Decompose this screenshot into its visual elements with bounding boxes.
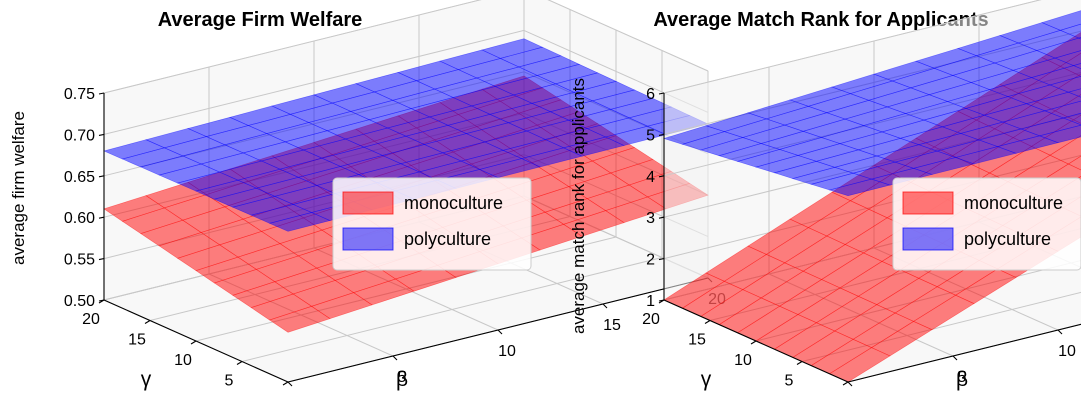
- x-tick-mark: [952, 355, 958, 361]
- legend-label-monoculture: monoculture: [964, 193, 1063, 213]
- z-tick-mark: [98, 258, 105, 261]
- z-tick-label: 0.60: [64, 210, 95, 227]
- z-tick-mark: [658, 133, 665, 136]
- y-tick-mark: [236, 361, 243, 365]
- z-tick-mark: [658, 92, 665, 95]
- z-axis-label: average match rank for applicants: [569, 78, 588, 334]
- y-tick-label: 0: [831, 393, 840, 395]
- surface-patch: [1059, 23, 1081, 39]
- y-tick-label: 5: [785, 373, 794, 390]
- legend-swatch-polyculture: [902, 227, 954, 251]
- y-tick-mark: [190, 340, 197, 345]
- x-tick-mark: [287, 381, 293, 387]
- legend-label-polyculture: polyculture: [404, 229, 491, 249]
- y-tick-mark: [796, 361, 803, 365]
- x-tick-label: 5: [958, 369, 967, 386]
- z-tick-mark: [98, 299, 105, 302]
- legend-label-monoculture: monoculture: [404, 193, 503, 213]
- surface-patch: [1072, 63, 1081, 69]
- y-tick-mark: [282, 381, 289, 386]
- x-tick-label: 10: [1058, 343, 1076, 360]
- wall-grid-z: [103, 29, 525, 135]
- surface-patch: [1038, 124, 1081, 144]
- surface-patch: [1062, 112, 1081, 126]
- axes: [658, 92, 1081, 387]
- z-tick-label: 6: [646, 86, 655, 103]
- surface-patch: [1077, 37, 1081, 40]
- y-tick-label: 15: [688, 332, 706, 349]
- wall-grid-z: [547, 0, 709, 72]
- legend: monoculture polyculture: [332, 177, 532, 271]
- surface-patch: [1067, 155, 1081, 171]
- z-tick-mark: [98, 133, 105, 136]
- chart-title: Average Match Rank for Applicants: [653, 9, 988, 31]
- tick-labels: 05101520051015200.500.550.600.650.700.75: [64, 86, 726, 395]
- y-tick-label: 5: [225, 373, 234, 390]
- z-tick-label: 0.50: [64, 293, 95, 310]
- z-tick-label: 0.75: [64, 86, 95, 103]
- surface-patch: [1067, 88, 1081, 98]
- y-tick-mark: [144, 320, 151, 324]
- wall-grid-z: [663, 0, 1042, 94]
- z-tick-label: 0.65: [64, 169, 95, 186]
- y-tick-label: 10: [734, 352, 752, 369]
- z-tick-label: 0.70: [64, 127, 95, 144]
- z-tick-label: 5: [646, 127, 655, 144]
- axes: [98, 92, 713, 387]
- chart-title: Average Firm Welfare: [158, 9, 363, 31]
- y-tick-label: 10: [174, 352, 192, 369]
- y-tick-label: 20: [642, 311, 660, 328]
- z-tick-mark: [98, 216, 105, 219]
- x-tick-mark: [847, 381, 853, 387]
- y-tick-mark: [704, 320, 711, 324]
- z-tick-label: 3: [646, 210, 655, 227]
- z-tick-label: 0.55: [64, 252, 95, 269]
- y-tick-label: 0: [271, 393, 280, 395]
- floor-grid-y: [241, 257, 663, 362]
- y-tick-mark: [750, 340, 757, 345]
- legend-label-polyculture: polyculture: [964, 229, 1051, 249]
- y-tick-label: 15: [128, 332, 146, 349]
- surface-patch: [1049, 135, 1081, 165]
- x-tick-label: 15: [603, 317, 621, 334]
- surface-patch: [1041, 10, 1081, 31]
- z-tick-mark: [658, 258, 665, 261]
- wall-grid-z: [103, 0, 482, 94]
- z-tick-label: 1: [646, 293, 655, 310]
- z-tick-mark: [658, 299, 665, 302]
- z-axis-label: average firm welfare: [9, 111, 28, 265]
- legend-swatch-monoculture: [902, 191, 954, 215]
- z-tick-mark: [658, 175, 665, 178]
- z-tick-label: 2: [646, 252, 655, 269]
- x-tick-mark: [497, 329, 503, 335]
- surface-patch: [1043, 100, 1081, 119]
- x-tick-mark: [1057, 329, 1063, 335]
- surface-polyculture: [662, 10, 1081, 197]
- z-tick-label: 4: [646, 169, 655, 186]
- y-tick-label: 20: [82, 311, 100, 328]
- x-tick-label: 5: [398, 369, 407, 386]
- x-tick-mark: [392, 355, 398, 361]
- y-axis-label: γ: [701, 368, 712, 391]
- y-axis-label: γ: [141, 368, 152, 391]
- x-axis-label: β: [956, 368, 968, 391]
- surface-patch: [1049, 75, 1081, 93]
- legend-swatch-monoculture: [342, 191, 394, 215]
- x-axis-label: β: [396, 368, 408, 391]
- legend-swatch-polyculture: [342, 227, 394, 251]
- y-tick-mark: [842, 381, 849, 386]
- chart-match-rank: Average Match Rank for Applicants 051015…: [569, 0, 1081, 395]
- legend: monoculture polyculture: [892, 177, 1081, 271]
- surface-patch: [481, 38, 544, 59]
- chart-firm-welfare: Average Firm Welfare 05101520051015200.5…: [9, 0, 726, 395]
- z-tick-mark: [98, 175, 105, 178]
- x-tick-label: 10: [498, 343, 516, 360]
- z-tick-mark: [658, 216, 665, 219]
- surface-patch: [1054, 50, 1081, 66]
- x-tick-mark: [602, 303, 608, 309]
- tick-labels: 0510152005101520123456: [642, 86, 1076, 395]
- z-tick-mark: [98, 92, 105, 95]
